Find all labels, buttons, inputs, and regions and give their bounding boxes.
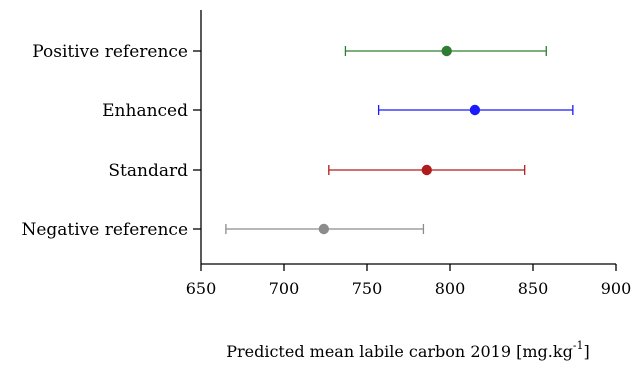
y-ticks bbox=[193, 50, 201, 230]
mean-point bbox=[441, 45, 452, 57]
error-bar-group bbox=[328, 164, 526, 176]
x-axis-title: Predicted mean labile carbon 2019 [mg.kg… bbox=[226, 339, 590, 361]
x-tick-label: 900 bbox=[601, 279, 632, 298]
x-tick-label: 800 bbox=[435, 279, 466, 298]
x-tick-label: 750 bbox=[352, 279, 383, 298]
x-tick-label: 700 bbox=[269, 279, 300, 298]
mean-point bbox=[469, 104, 481, 116]
x-tick-label: 650 bbox=[186, 279, 217, 298]
mean-point bbox=[318, 223, 330, 235]
error-bar-group bbox=[377, 104, 574, 116]
category-label: Negative reference bbox=[21, 220, 188, 240]
error-bar-group bbox=[225, 223, 425, 235]
error-bar-group bbox=[344, 45, 547, 57]
category-label: Positive reference bbox=[32, 42, 188, 62]
x-tick-label: 850 bbox=[518, 279, 549, 298]
category-labels: Positive reference Enhanced Standard Negati… bbox=[21, 42, 188, 240]
category-label: Standard bbox=[108, 161, 188, 181]
error-bars bbox=[225, 45, 574, 235]
category-label: Enhanced bbox=[102, 101, 188, 121]
mean-point bbox=[421, 164, 432, 176]
x-ticks: 650 700 750 800 850 900 bbox=[186, 264, 632, 298]
